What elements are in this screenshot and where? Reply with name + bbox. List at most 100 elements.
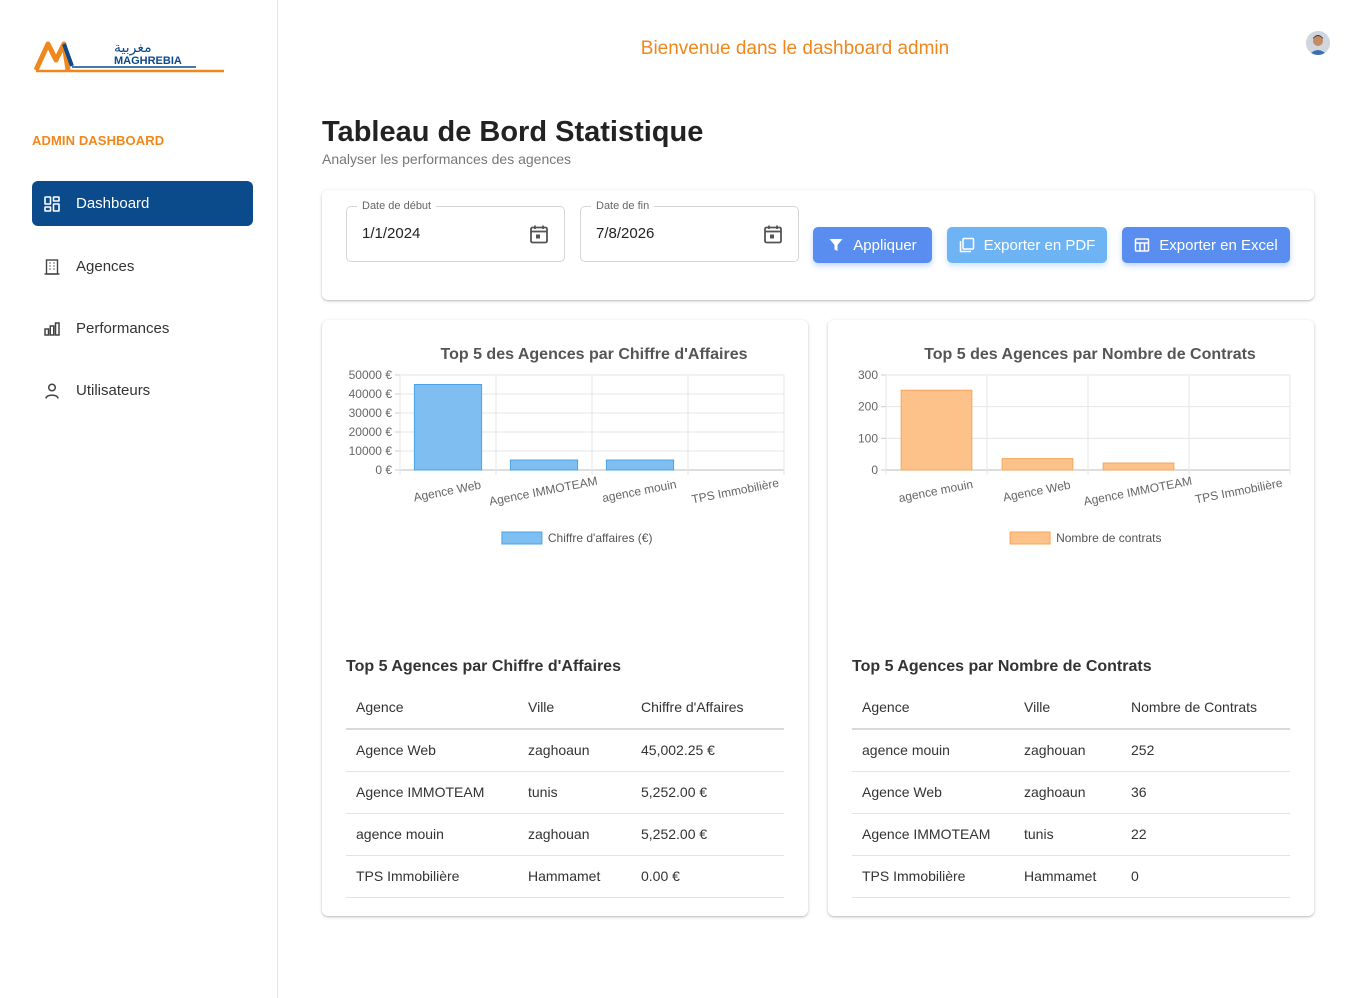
filter-icon [828, 237, 844, 253]
table-cell: 45,002.25 € [631, 729, 784, 772]
table-row: Agence Web zaghoaun 36 [852, 771, 1290, 814]
end-date-field[interactable]: Date de fin 7/8/2026 [580, 200, 799, 262]
column-header-ville[interactable]: Ville [518, 686, 631, 730]
bar-chart-icon [43, 320, 61, 338]
sidebar-item-label: Dashboard [76, 195, 150, 212]
welcome-message: Bienvenue dans le dashboard admin [640, 38, 950, 59]
y-tick-label: 0 € [375, 463, 392, 477]
table-row: TPS Immobilière Hammamet 0 [852, 855, 1290, 898]
legend-swatch [1009, 531, 1051, 545]
export-pdf-button[interactable]: Exporter en PDF [947, 227, 1107, 263]
table-cell: 252 [1121, 729, 1290, 772]
filter-card: Date de début 1/1/2024 Date de fin 7/8/2… [322, 190, 1314, 300]
contracts-panel: Top 5 des Agences par Nombre de Contrats… [828, 320, 1314, 916]
dashboard-icon [43, 195, 61, 213]
start-date-value[interactable]: 1/1/2024 [362, 225, 421, 242]
table-row: agence mouin zaghouan 5,252.00 € [346, 813, 784, 856]
table-cell: Hammamet [1014, 855, 1121, 898]
column-header-contrats[interactable]: Nombre de Contrats [1121, 686, 1290, 730]
y-tick-label: 10000 € [349, 444, 393, 458]
column-header-agence[interactable]: Agence [852, 686, 1014, 730]
y-tick-label: 40000 € [349, 387, 393, 401]
legend-label: Chiffre d'affaires (€) [548, 531, 653, 545]
calendar-icon[interactable] [762, 223, 784, 245]
y-tick-label: 20000 € [349, 425, 393, 439]
page-subtitle: Analyser les performances des agences [322, 151, 572, 167]
table-cell: 22 [1121, 813, 1290, 856]
table-header-row: Agence Ville Nombre de Contrats [852, 686, 1290, 730]
bar [413, 383, 483, 471]
y-tick-label: 100 [858, 431, 878, 445]
table-cell: Hammamet [518, 855, 631, 898]
table-cell: zaghouan [518, 813, 631, 856]
maghrebia-logo[interactable]: مغربية MAGHREBIA [34, 36, 226, 76]
bar [1102, 462, 1175, 471]
table-cell: Agence Web [346, 729, 518, 772]
table-cell: 0.00 € [631, 855, 784, 898]
table-cell: 0 [1121, 855, 1290, 898]
table-row: Agence IMMOTEAM tunis 22 [852, 813, 1290, 856]
table-cell: agence mouin [852, 729, 1014, 772]
x-tick-label: TPS Immobilière [1194, 476, 1284, 507]
building-icon [43, 258, 61, 276]
x-tick-label: agence mouin [897, 477, 974, 505]
user-avatar[interactable] [1306, 31, 1330, 55]
bar [605, 459, 675, 471]
table-cell: Agence Web [852, 771, 1014, 814]
y-tick-label: 300 [858, 368, 878, 382]
table-row: agence mouin zaghouan 252 [852, 729, 1290, 772]
logo-arabic-text: مغربية [114, 40, 152, 56]
y-tick-label: 200 [858, 400, 878, 414]
x-tick-label: Agence IMMOTEAM [488, 474, 599, 509]
export-pdf-label: Exporter en PDF [983, 236, 1096, 254]
table-cell: 5,252.00 € [631, 771, 784, 814]
legend-label: Nombre de contrats [1056, 531, 1161, 545]
table-cell: zaghoaun [1014, 771, 1121, 814]
apply-button-label: Appliquer [853, 236, 917, 254]
logo-brand-text: MAGHREBIA [114, 55, 182, 67]
bar [1001, 458, 1074, 471]
sidebar-item-dashboard[interactable]: Dashboard [32, 181, 253, 226]
sidebar-item-label: Utilisateurs [76, 382, 151, 399]
table-cell: zaghouan [1014, 729, 1121, 772]
x-tick-label: TPS Immobilière [690, 476, 780, 507]
table-header-row: Agence Ville Chiffre d'Affaires [346, 686, 784, 730]
x-tick-label: Agence Web [412, 478, 482, 505]
export-excel-button[interactable]: Exporter en Excel [1122, 227, 1290, 263]
start-date-field[interactable]: Date de début 1/1/2024 [346, 200, 565, 262]
revenue-chart: Top 5 des Agences par Chiffre d'Affaires… [349, 346, 785, 545]
pdf-icon [959, 237, 975, 253]
sidebar-item-performances[interactable]: Performances [32, 306, 253, 351]
sidebar: مغربية MAGHREBIA ADMIN DASHBOARD Dashboa… [0, 0, 278, 998]
x-tick-label: agence mouin [601, 477, 678, 505]
y-tick-label: 0 [871, 463, 878, 477]
sidebar-item-label: Agences [76, 258, 135, 275]
sidebar-item-label: Performances [76, 320, 170, 337]
table-cell: 36 [1121, 771, 1290, 814]
x-tick-label: Agence IMMOTEAM [1082, 474, 1193, 509]
table-row: TPS Immobilière Hammamet 0.00 € [346, 855, 784, 898]
table-row: Agence Web zaghoaun 45,002.25 € [346, 729, 784, 772]
sidebar-item-utilisateurs[interactable]: Utilisateurs [32, 368, 253, 413]
bar [900, 389, 973, 471]
user-icon [43, 382, 61, 400]
end-date-value[interactable]: 7/8/2026 [596, 225, 655, 242]
table-cell: TPS Immobilière [346, 855, 518, 898]
column-header-ville[interactable]: Ville [1014, 686, 1121, 730]
contracts-chart: Top 5 des Agences par Nombre de Contrats… [858, 346, 1291, 545]
column-header-chiffre[interactable]: Chiffre d'Affaires [631, 686, 784, 730]
export-excel-label: Exporter en Excel [1159, 236, 1278, 254]
end-date-label: Date de fin [591, 200, 655, 212]
table-cell: tunis [518, 771, 631, 814]
contracts-table-title: Top 5 Agences par Nombre de Contrats [852, 658, 1152, 675]
table-cell: Agence IMMOTEAM [852, 813, 1014, 856]
bar [509, 459, 579, 471]
legend-swatch [501, 531, 543, 545]
apply-button[interactable]: Appliquer [813, 227, 932, 263]
calendar-icon[interactable] [528, 223, 550, 245]
sidebar-item-agences[interactable]: Agences [32, 244, 253, 289]
table-cell: agence mouin [346, 813, 518, 856]
column-header-agence[interactable]: Agence [346, 686, 518, 730]
y-tick-label: 30000 € [349, 406, 393, 420]
table-row: Agence IMMOTEAM tunis 5,252.00 € [346, 771, 784, 814]
